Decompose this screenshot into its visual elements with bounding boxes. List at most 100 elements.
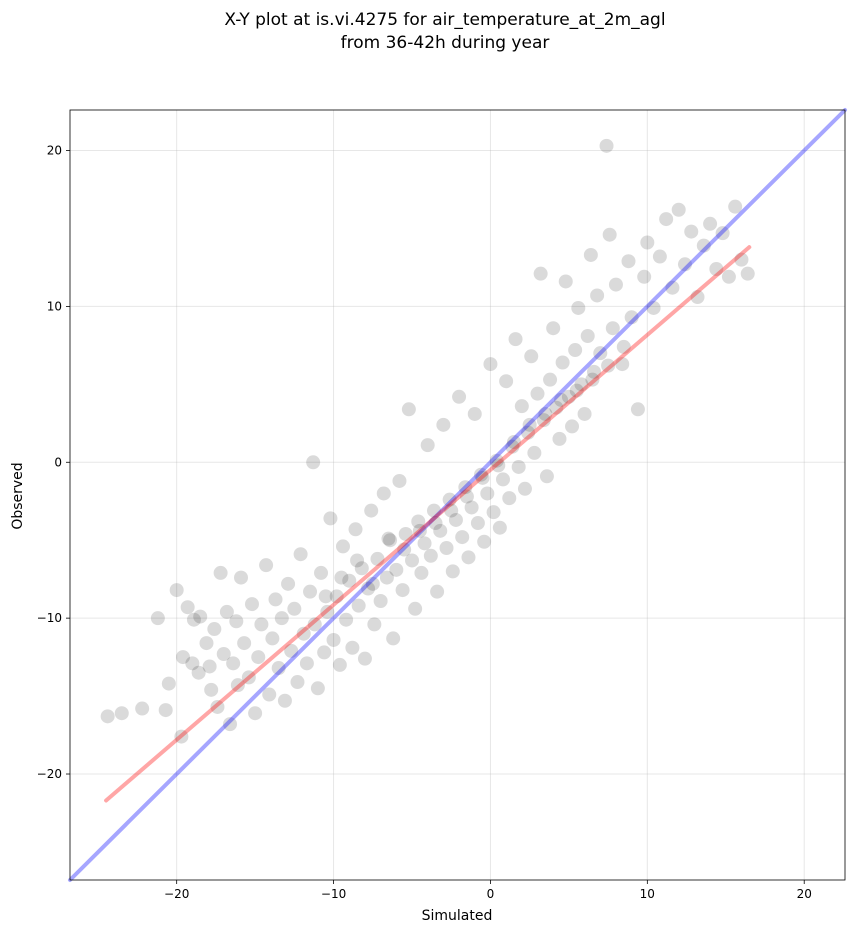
- data-point: [571, 300, 586, 315]
- x-tick-label: 0: [487, 887, 495, 901]
- data-point: [411, 514, 426, 529]
- data-point: [428, 516, 443, 531]
- data-point: [495, 472, 510, 487]
- x-tick-label: −10: [321, 887, 346, 901]
- data-point: [357, 651, 372, 666]
- data-point: [444, 503, 459, 518]
- points-layer: [100, 138, 755, 744]
- data-point: [709, 261, 724, 276]
- data-point: [665, 280, 680, 295]
- data-point: [552, 431, 567, 446]
- data-point: [621, 254, 636, 269]
- x-tick-label: 10: [640, 887, 655, 901]
- y-axis-label: Observed: [10, 462, 26, 529]
- data-point: [439, 540, 454, 555]
- data-point: [351, 598, 366, 613]
- data-point: [599, 138, 614, 153]
- data-point: [210, 699, 225, 714]
- data-point: [703, 216, 718, 231]
- data-point: [339, 612, 354, 627]
- data-point: [506, 435, 521, 450]
- data-point: [373, 593, 388, 608]
- grid-layer: [70, 110, 845, 880]
- x-tick-label: 20: [797, 887, 812, 901]
- data-point: [517, 481, 532, 496]
- data-point: [287, 601, 302, 616]
- data-point: [342, 573, 357, 588]
- data-point: [486, 505, 501, 520]
- data-point: [379, 570, 394, 585]
- data-point: [401, 402, 416, 417]
- data-point: [326, 632, 341, 647]
- data-point: [499, 374, 514, 389]
- data-point: [229, 614, 244, 629]
- data-point: [216, 646, 231, 661]
- data-point: [715, 226, 730, 241]
- data-point: [296, 626, 311, 641]
- y-tick-label: 0: [54, 455, 62, 469]
- data-point: [265, 631, 280, 646]
- data-point: [426, 503, 441, 518]
- data-point: [186, 612, 201, 627]
- y-tick-label: 10: [47, 299, 62, 313]
- data-point: [241, 670, 256, 685]
- data-point: [361, 581, 376, 596]
- data-point: [539, 469, 554, 484]
- data-point: [615, 357, 630, 372]
- data-point: [527, 445, 542, 460]
- data-point: [310, 681, 325, 696]
- data-point: [367, 617, 382, 632]
- data-point: [536, 413, 551, 428]
- data-point: [442, 492, 457, 507]
- data-point: [397, 542, 412, 557]
- chart-title-line-2: from 36-42h during year: [341, 33, 550, 53]
- data-point: [114, 706, 129, 721]
- data-point: [608, 277, 623, 292]
- data-point: [601, 358, 616, 373]
- data-point: [546, 321, 561, 336]
- data-point: [458, 480, 473, 495]
- data-point: [467, 406, 482, 421]
- data-point: [244, 597, 259, 612]
- data-point: [580, 329, 595, 344]
- regression-line: [104, 245, 752, 803]
- data-point: [405, 553, 420, 568]
- data-point: [268, 592, 283, 607]
- data-point: [455, 530, 470, 545]
- data-point: [646, 300, 661, 315]
- data-point: [671, 202, 686, 217]
- data-point: [728, 199, 743, 214]
- data-point: [100, 709, 115, 724]
- data-point: [533, 266, 548, 281]
- data-point: [193, 609, 208, 624]
- data-point: [489, 453, 504, 468]
- data-point: [204, 682, 219, 697]
- data-point: [511, 459, 526, 474]
- data-point: [314, 565, 329, 580]
- data-point: [158, 703, 173, 718]
- x-tick-label: −20: [164, 887, 189, 901]
- data-point: [585, 372, 600, 387]
- data-point: [561, 389, 576, 404]
- data-point: [223, 717, 238, 732]
- identity-line: [68, 108, 847, 882]
- data-point: [721, 269, 736, 284]
- data-point: [185, 656, 200, 671]
- data-point: [180, 600, 195, 615]
- data-point: [135, 701, 150, 716]
- data-point: [491, 458, 506, 473]
- plot-frame: [69, 109, 846, 881]
- data-point: [169, 583, 184, 598]
- data-point: [417, 536, 432, 551]
- data-point: [234, 570, 249, 585]
- data-point: [412, 523, 427, 538]
- data-point: [602, 227, 617, 242]
- data-point: [554, 392, 569, 407]
- data-point: [474, 467, 489, 482]
- data-point: [590, 288, 605, 303]
- data-point: [274, 611, 289, 626]
- data-point: [565, 419, 580, 434]
- data-point: [593, 346, 608, 361]
- data-point: [505, 439, 520, 454]
- y-tick-label: −20: [37, 767, 62, 781]
